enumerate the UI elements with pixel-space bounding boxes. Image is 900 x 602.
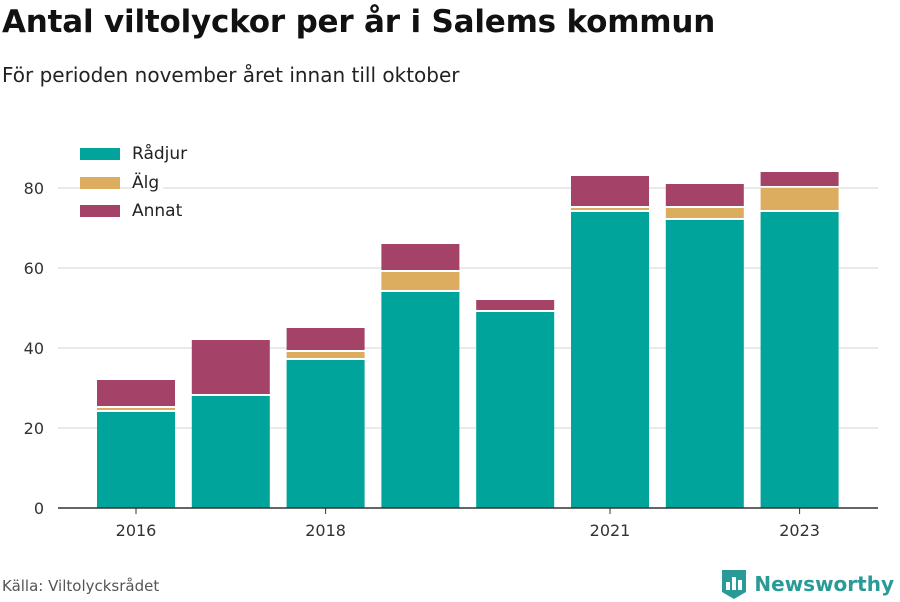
legend-item-älg: Älg	[80, 169, 191, 198]
bar-rådjur-2023	[760, 212, 839, 508]
legend-swatch	[80, 205, 120, 218]
bar-annat-2018	[286, 328, 365, 350]
legend-item-annat: Annat	[80, 197, 191, 226]
legend-swatch	[80, 176, 120, 189]
bar-rådjur-2021	[571, 212, 649, 508]
chart-subtitle: För perioden november året innan till ok…	[2, 63, 460, 87]
bar-annat-2016	[97, 380, 175, 406]
bar-annat-2023	[760, 172, 839, 186]
legend-label: Rådjur	[132, 144, 192, 165]
axes: 0 20 40 60 80 2016 2018 2021 2023	[24, 179, 878, 540]
bar-älg-2021	[571, 208, 649, 210]
x-tick-label: 2021	[590, 521, 631, 540]
bar-älg-2022	[665, 208, 744, 218]
bar-annat-2021	[571, 176, 649, 206]
bar-annat-2022	[665, 184, 744, 206]
bar-älg-2023	[760, 188, 839, 210]
x-tick-label: 2016	[116, 521, 157, 540]
y-tick-label: 20	[24, 419, 44, 438]
bar-rådjur-2019	[381, 292, 460, 508]
y-tick-label: 0	[34, 499, 44, 518]
y-tick-label: 80	[24, 179, 44, 198]
bar-annat-2020	[476, 300, 555, 310]
x-tick-label: 2018	[305, 521, 346, 540]
bar-älg-2019	[381, 272, 460, 290]
y-tick-label: 40	[24, 339, 44, 358]
bar-rådjur-2017	[191, 396, 270, 508]
legend-swatch	[80, 148, 120, 161]
bars	[97, 172, 839, 508]
bar-rådjur-2016	[97, 412, 175, 508]
stacked-bar-chart: 0 20 40 60 80 2016 2018 2021 2023	[24, 172, 878, 540]
brand-logo: Newsworthy	[720, 566, 894, 602]
bar-rådjur-2022	[665, 220, 744, 508]
bar-annat-2017	[191, 340, 270, 394]
legend-label: Annat	[132, 201, 187, 222]
legend-item-rådjur: Rådjur	[80, 140, 192, 169]
legend: Rådjur Älg Annat	[80, 140, 192, 226]
source-note: Källa: Viltolycksrådet	[2, 577, 160, 595]
bar-älg-2018	[286, 352, 365, 358]
chart-title: Antal viltolyckor per år i Salems kommun	[2, 4, 716, 40]
bar-annat-2019	[381, 244, 460, 270]
legend-label: Älg	[132, 172, 164, 193]
brand-name: Newsworthy	[754, 572, 894, 596]
bar-rådjur-2018	[286, 360, 365, 508]
bar-rådjur-2020	[476, 312, 555, 508]
y-tick-label: 60	[24, 259, 44, 278]
x-tick-label: 2023	[779, 521, 820, 540]
bar-älg-2016	[97, 408, 175, 410]
bar-chart-icon	[722, 570, 747, 599]
